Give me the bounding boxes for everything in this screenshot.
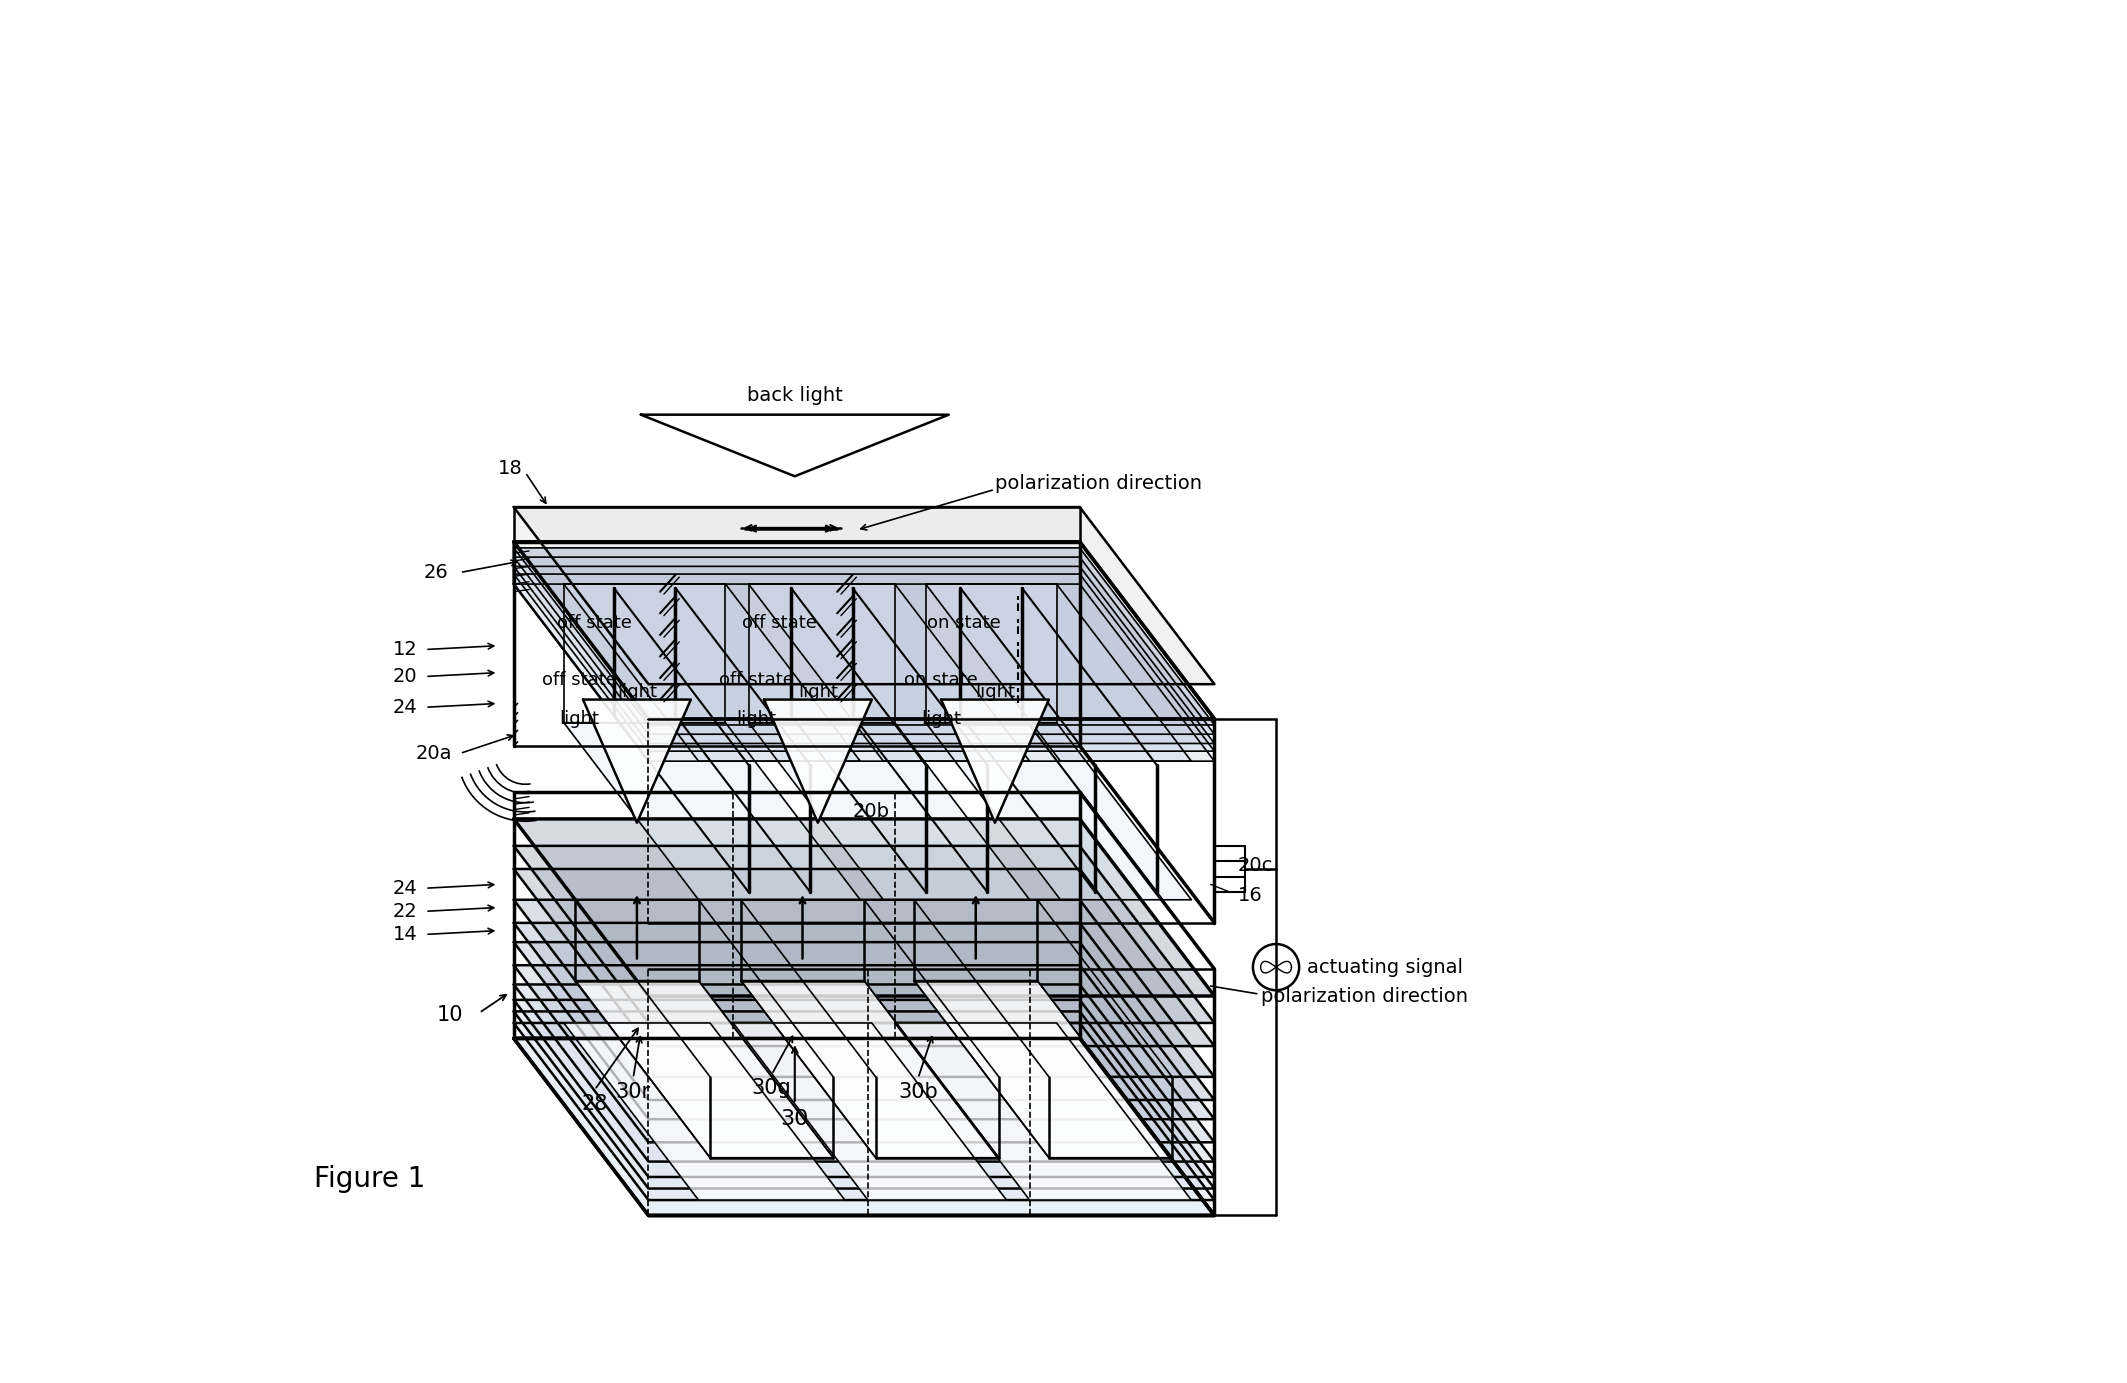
Text: back light: back light: [747, 386, 842, 405]
Text: 18: 18: [498, 459, 523, 479]
Polygon shape: [515, 1023, 1215, 1200]
Text: 12: 12: [393, 640, 417, 660]
Polygon shape: [515, 574, 1215, 751]
Polygon shape: [515, 1011, 1215, 1188]
Polygon shape: [515, 584, 1215, 761]
Polygon shape: [515, 869, 1215, 1046]
Text: 20c: 20c: [1238, 856, 1272, 874]
Text: 24: 24: [393, 698, 417, 716]
Polygon shape: [940, 700, 1049, 823]
Text: 16: 16: [1238, 887, 1261, 906]
Polygon shape: [515, 567, 1215, 744]
Polygon shape: [749, 723, 1029, 900]
Text: light: light: [559, 709, 600, 727]
Polygon shape: [749, 584, 1029, 761]
Text: 30: 30: [781, 1109, 808, 1130]
Polygon shape: [764, 700, 872, 823]
Text: 30g: 30g: [751, 1079, 791, 1098]
Polygon shape: [564, 584, 725, 723]
Text: 28: 28: [581, 1094, 608, 1113]
Polygon shape: [515, 985, 1215, 1162]
Polygon shape: [515, 819, 1215, 996]
Polygon shape: [515, 548, 1215, 725]
Polygon shape: [515, 922, 1215, 1099]
Text: on state: on state: [904, 671, 978, 689]
Polygon shape: [915, 981, 1172, 1158]
Text: 20a: 20a: [415, 744, 453, 763]
Polygon shape: [925, 723, 1191, 900]
Text: 26: 26: [423, 563, 449, 582]
Polygon shape: [515, 1039, 1215, 1216]
Polygon shape: [925, 584, 1191, 761]
Text: 24: 24: [393, 878, 417, 898]
Text: light: light: [798, 683, 838, 701]
Polygon shape: [515, 557, 1215, 734]
Polygon shape: [583, 700, 691, 823]
Polygon shape: [515, 942, 1215, 1119]
Text: off state: off state: [719, 671, 793, 689]
Text: polarization direction: polarization direction: [995, 474, 1202, 494]
Text: on state: on state: [927, 614, 1002, 632]
Polygon shape: [640, 415, 949, 476]
Text: light: light: [617, 683, 657, 701]
Polygon shape: [515, 1039, 1215, 1216]
Text: 14: 14: [393, 925, 417, 945]
Polygon shape: [515, 846, 1215, 1023]
Polygon shape: [515, 508, 1081, 542]
Polygon shape: [515, 542, 649, 761]
Text: light: light: [974, 683, 1015, 701]
Polygon shape: [564, 1023, 844, 1200]
Polygon shape: [564, 723, 859, 900]
Text: 10: 10: [436, 1005, 464, 1025]
Polygon shape: [515, 542, 1215, 719]
Text: off state: off state: [742, 614, 817, 632]
Text: 30b: 30b: [898, 1083, 938, 1102]
Text: 22: 22: [393, 902, 417, 921]
Text: light: light: [736, 709, 776, 727]
Polygon shape: [515, 1000, 1215, 1177]
Text: off state: off state: [542, 671, 617, 689]
Text: 30r: 30r: [615, 1083, 651, 1102]
Text: polarization direction: polarization direction: [1261, 986, 1468, 1005]
Polygon shape: [734, 1023, 1006, 1200]
Polygon shape: [925, 584, 1057, 723]
Text: off state: off state: [557, 614, 632, 632]
Polygon shape: [740, 981, 1000, 1158]
Polygon shape: [515, 900, 1215, 1077]
Text: 20: 20: [393, 667, 417, 686]
Polygon shape: [564, 584, 859, 761]
Polygon shape: [749, 584, 895, 723]
Text: Figure 1: Figure 1: [313, 1166, 425, 1194]
Polygon shape: [515, 965, 1215, 1142]
Text: 20b: 20b: [853, 802, 889, 820]
Text: actuating signal: actuating signal: [1306, 957, 1463, 976]
Polygon shape: [574, 981, 834, 1158]
Polygon shape: [515, 508, 1215, 685]
Text: light: light: [921, 709, 961, 727]
Polygon shape: [895, 1023, 1191, 1200]
